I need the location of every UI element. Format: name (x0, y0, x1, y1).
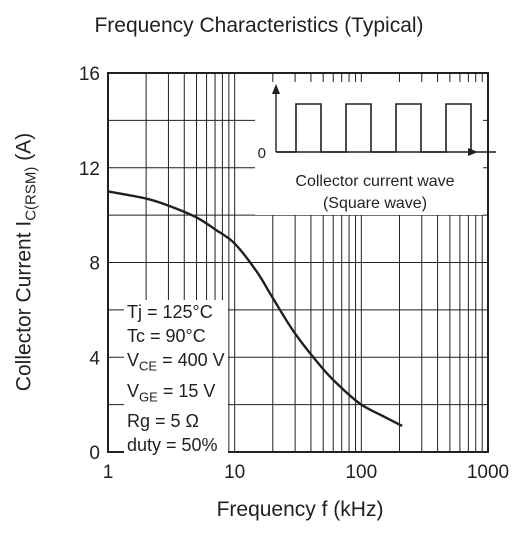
y-tick-label: 4 (89, 348, 100, 369)
y-tick-label: 12 (79, 159, 100, 180)
y-tick-label: 0 (89, 443, 100, 464)
data-series-line (107, 190, 403, 428)
inset-caption-line2: (Square wave) (322, 195, 428, 212)
inset-zero-label: 0 (258, 145, 266, 162)
x-tick-label: 100 (345, 462, 377, 483)
conditions-box: Tj = 125°C Tc = 90°C VCE = 400 V VGE = 1… (124, 300, 228, 458)
condition-tc: Tc = 90°C (127, 326, 206, 346)
inset-caption: Collector current wave (Square wave) (270, 171, 480, 215)
x-tick-label: 1000 (467, 462, 509, 483)
y-axis-label: Collector Current IC(RSM) (A) (12, 82, 39, 442)
y-axis-label-subscript: C(RSM) (22, 166, 40, 221)
plot-frame (107, 72, 489, 453)
chart-title: Frequency Characteristics (Typical) (94, 14, 424, 37)
condition-vge: VGE = 15 V (127, 380, 216, 405)
inset-square-wave (276, 103, 496, 153)
x-axis-label: Frequency f (kHz) (216, 498, 384, 521)
inset-y-arrow (272, 84, 280, 94)
condition-tj: Tj = 125°C (127, 302, 213, 322)
x-tick-label: 1 (103, 462, 114, 483)
condition-duty: duty = 50% (127, 435, 218, 456)
y-axis-label-main: Collector Current I (12, 220, 36, 392)
condition-vce: VCE = 400 V (127, 350, 225, 374)
y-tick-label: 8 (89, 254, 100, 275)
inset-caption-line1: Collector current wave (295, 173, 455, 190)
condition-rg: Rg = 5 Ω (127, 411, 199, 432)
x-tick-label: 10 (224, 462, 245, 483)
y-tick-label: 16 (79, 64, 100, 85)
y-axis-label-unit: (A) (12, 132, 36, 167)
